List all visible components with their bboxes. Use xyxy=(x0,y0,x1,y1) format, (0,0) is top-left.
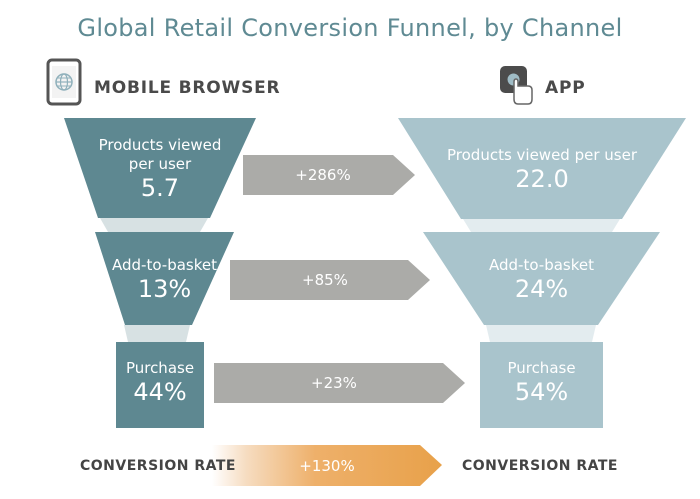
arrow-3-label: +23% xyxy=(311,374,357,392)
app-tap-icon xyxy=(500,66,533,105)
mobile-browser-label: MOBILE BROWSER xyxy=(94,78,281,98)
mobile-stage-1-label-line2: per user xyxy=(128,155,192,173)
mobile-funnel-neck-1 xyxy=(100,218,208,232)
mobile-stage-2-text: Add-to-basket 13% xyxy=(95,256,234,303)
app-stage-2-value: 24% xyxy=(514,275,569,303)
mobile-stage-products-viewed xyxy=(64,118,256,218)
mobile-stage-3-value: 44% xyxy=(133,378,187,406)
mobile-stage-1-label-line1: Products viewed xyxy=(98,136,222,154)
app-stage-3-label: Purchase xyxy=(507,359,576,377)
app-stage-purchase xyxy=(480,342,603,428)
mobile-stage-purchase xyxy=(116,342,204,428)
app-stage-1-text: Products viewed per user 22.0 xyxy=(398,146,686,193)
conversion-rate-right-label: CONVERSION RATE xyxy=(462,458,618,474)
mobile-stage-2-label: Add-to-basket xyxy=(112,256,217,274)
mobile-stage-2-value: 13% xyxy=(137,275,192,303)
arrow-2-label: +85% xyxy=(302,271,348,289)
app-stage-3-text: Purchase 54% xyxy=(480,359,603,406)
mobile-stage-add-to-basket xyxy=(95,232,234,325)
phone-globe-icon xyxy=(46,58,82,106)
app-stage-1-value: 22.0 xyxy=(515,165,569,193)
mobile-stage-1-text: Products viewed per user 5.7 xyxy=(64,136,256,202)
app-label: APP xyxy=(545,78,586,98)
chart-title: Global Retail Conversion Funnel, by Chan… xyxy=(77,14,623,42)
app-stage-products-viewed xyxy=(398,118,686,219)
app-stage-1-label: Products viewed per user xyxy=(447,146,637,164)
arrow-purchase xyxy=(214,363,465,403)
arrow-1-label: +286% xyxy=(295,166,351,184)
app-stage-add-to-basket xyxy=(423,232,660,325)
app-funnel-neck-1 xyxy=(463,219,620,232)
app-stage-2-label: Add-to-basket xyxy=(489,256,594,274)
conversion-value: +130% xyxy=(299,457,355,475)
mobile-stage-3-label: Purchase xyxy=(125,359,195,377)
app-stage-2-text: Add-to-basket 24% xyxy=(423,256,660,303)
arrow-products-viewed xyxy=(243,155,415,195)
conversion-rate-left-label: CONVERSION RATE xyxy=(80,458,236,474)
mobile-funnel-neck-2 xyxy=(124,325,190,342)
mobile-stage-3-text: Purchase 44% xyxy=(116,359,204,406)
arrow-add-to-basket xyxy=(230,260,430,300)
app-stage-3-value: 54% xyxy=(514,378,569,406)
conversion-arrow xyxy=(212,445,442,486)
mobile-stage-1-value: 5.7 xyxy=(140,174,180,202)
app-funnel-neck-2 xyxy=(486,325,596,342)
